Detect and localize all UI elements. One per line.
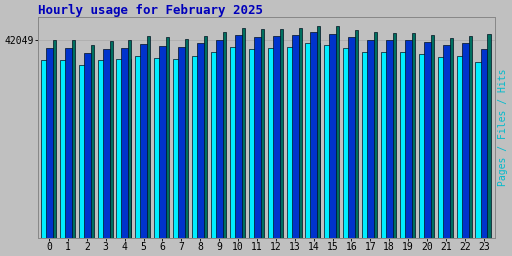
Bar <box>291 35 300 238</box>
Bar <box>129 40 132 238</box>
Bar <box>102 49 111 238</box>
Bar <box>192 56 206 238</box>
Bar <box>97 60 112 238</box>
Bar <box>53 40 56 238</box>
Bar <box>235 35 243 238</box>
Bar <box>116 59 131 238</box>
Bar <box>79 65 93 238</box>
Bar <box>204 36 207 238</box>
Bar <box>280 29 283 238</box>
Bar <box>405 40 413 238</box>
Bar <box>343 48 357 238</box>
Bar <box>178 47 186 238</box>
Bar <box>348 37 356 238</box>
Bar <box>287 47 301 238</box>
Bar <box>242 28 245 238</box>
Bar <box>216 40 224 238</box>
Bar <box>324 45 338 238</box>
Bar <box>110 41 113 238</box>
Bar <box>173 59 187 238</box>
Bar <box>462 44 470 238</box>
Bar <box>185 39 188 238</box>
Bar <box>362 51 376 238</box>
Bar <box>83 53 92 238</box>
Bar <box>412 33 415 238</box>
Bar <box>230 47 244 238</box>
Bar <box>261 29 264 238</box>
Bar <box>159 46 167 238</box>
Bar <box>72 40 75 238</box>
Bar <box>46 48 54 238</box>
Bar <box>367 40 375 238</box>
Bar <box>147 36 151 238</box>
Bar <box>480 49 488 238</box>
Bar <box>450 38 453 238</box>
Bar <box>487 34 490 238</box>
Bar <box>336 26 339 238</box>
Bar <box>310 33 318 238</box>
Bar <box>386 40 394 238</box>
Bar <box>41 60 55 238</box>
Bar <box>305 44 319 238</box>
Bar <box>268 48 282 238</box>
Bar <box>317 26 321 238</box>
Bar <box>91 45 94 238</box>
Bar <box>381 52 395 238</box>
Bar <box>476 62 489 238</box>
Bar <box>249 49 263 238</box>
Bar <box>60 60 74 238</box>
Bar <box>443 45 451 238</box>
Bar <box>135 56 150 238</box>
Bar <box>438 57 452 238</box>
Y-axis label: Pages / Files / Hits: Pages / Files / Hits <box>498 69 508 186</box>
Bar <box>197 44 205 238</box>
Bar <box>329 34 337 238</box>
Bar <box>393 33 396 238</box>
Bar <box>140 44 148 238</box>
Bar <box>419 54 433 238</box>
Bar <box>211 52 225 238</box>
Bar <box>65 48 73 238</box>
Text: Hourly usage for February 2025: Hourly usage for February 2025 <box>38 4 263 17</box>
Bar <box>431 35 434 238</box>
Bar <box>254 37 262 238</box>
Bar <box>355 30 358 238</box>
Bar <box>121 48 130 238</box>
Bar <box>272 36 281 238</box>
Bar <box>424 42 432 238</box>
Bar <box>223 33 226 238</box>
Bar <box>400 52 414 238</box>
Bar <box>468 36 472 238</box>
Bar <box>154 58 168 238</box>
Bar <box>374 33 377 238</box>
Bar <box>298 28 302 238</box>
Bar <box>166 37 169 238</box>
Bar <box>457 56 471 238</box>
